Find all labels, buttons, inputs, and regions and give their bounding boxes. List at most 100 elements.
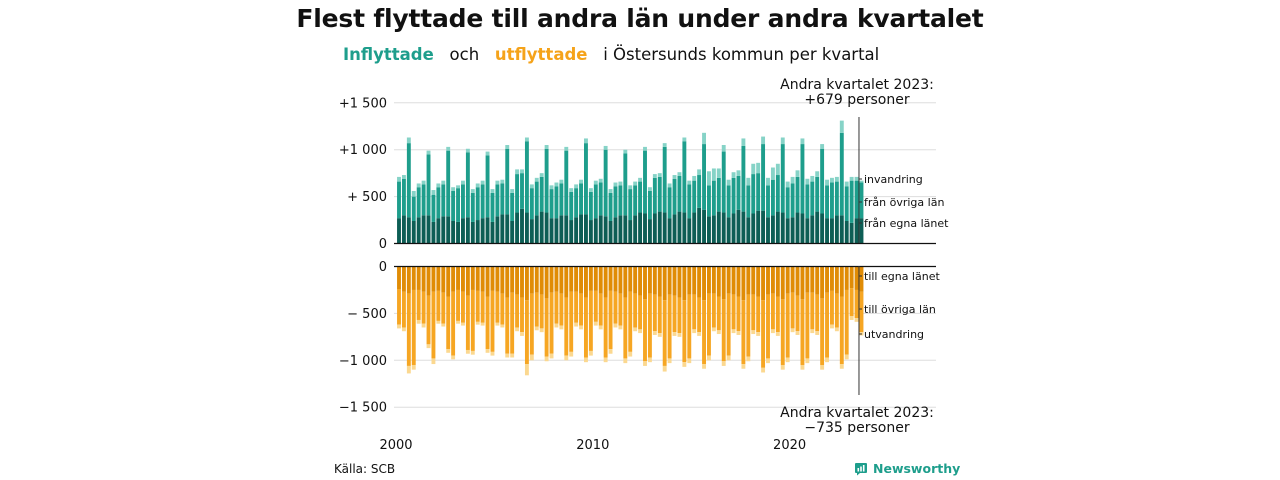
inflow-bar-segment xyxy=(490,221,495,244)
inflow-bar-segment xyxy=(638,212,643,244)
inflow-bar-segment xyxy=(470,189,475,193)
outflow-bar-segment xyxy=(554,291,559,324)
inflow-bar-segment xyxy=(465,217,470,244)
inflow-bar-segment xyxy=(731,177,736,214)
outflow-bar-segment xyxy=(608,349,613,354)
outflow-bar-segment xyxy=(716,296,721,331)
outflow-bar-segment xyxy=(854,289,859,319)
inflow-bar-segment xyxy=(461,180,465,185)
outflow-bar-segment xyxy=(731,294,736,330)
inflow-bar-segment xyxy=(677,175,682,212)
outflow-bar-segment xyxy=(702,364,706,369)
outflow-bar-segment xyxy=(406,365,411,374)
outflow-bar-segment xyxy=(598,325,603,330)
inflow-bar-segment xyxy=(544,212,549,244)
inflow-bar-segment xyxy=(549,185,554,190)
outflow-bar-segment xyxy=(746,294,751,357)
inflow-bar-segment xyxy=(854,218,859,244)
outflow-bar-segment xyxy=(721,361,726,366)
outflow-bar-segment xyxy=(426,295,431,345)
inflow-bar-segment xyxy=(839,132,844,216)
inflow-bar-segment xyxy=(736,170,741,176)
inflow-bar-segment xyxy=(451,190,456,221)
outflow-bar-segment xyxy=(741,364,746,369)
outflow-bar-segment xyxy=(569,351,574,357)
inflow-bar-segment xyxy=(741,138,746,146)
outflow-bar-segment xyxy=(780,364,785,370)
inflow-bar-segment xyxy=(697,175,702,208)
outflow-bar-segment xyxy=(815,294,820,332)
outflow-bar-segment xyxy=(500,293,505,325)
inflow-bar-segment xyxy=(662,212,667,244)
inflow-bar-segment xyxy=(800,213,805,244)
inflow-bar-segment xyxy=(657,176,662,212)
outflow-bar-segment xyxy=(421,323,426,328)
outflow-segment-label: utvandring xyxy=(864,328,924,341)
outflow-bar-segment xyxy=(770,329,775,334)
inflow-bar-segment xyxy=(643,213,647,244)
outflow-bar-segment xyxy=(569,266,574,292)
outflow-bar-segment xyxy=(593,321,598,326)
outflow-bar-segment xyxy=(456,266,460,290)
inflow-bar-segment xyxy=(529,188,534,220)
inflow-bar-segment xyxy=(574,184,579,189)
inflow-bar-segment xyxy=(446,146,451,151)
inflow-bar-segment xyxy=(500,179,505,184)
inflow-bar-segment xyxy=(825,185,829,219)
inflow-bar-segment xyxy=(549,218,554,244)
outflow-bar-segment xyxy=(830,324,834,329)
inflow-bar-segment xyxy=(830,218,834,244)
inflow-bar-segment xyxy=(830,177,834,183)
inflow-bar-segment xyxy=(564,150,569,216)
inflow-bar-segment xyxy=(687,218,692,244)
outflow-bar-segment xyxy=(707,266,711,294)
inflow-bar-segment xyxy=(628,220,633,244)
inflow-bar-segment xyxy=(766,185,770,218)
outflow-bar-segment xyxy=(657,296,662,334)
outflow-bar-segment xyxy=(834,293,839,328)
outflow-bar-segment xyxy=(775,332,780,336)
inflow-bar-segment xyxy=(775,175,780,212)
inflow-bar-segment xyxy=(849,222,854,244)
outflow-bar-segment xyxy=(672,295,677,333)
inflow-bar-segment xyxy=(652,177,657,214)
outflow-bar-segment xyxy=(756,296,761,333)
outflow-bar-segment xyxy=(687,294,692,359)
outflow-bar-segment xyxy=(643,361,647,366)
inflow-bar-segment xyxy=(810,215,815,244)
outflow-bar-segment xyxy=(431,266,436,292)
outflow-bar-segment xyxy=(825,292,829,358)
outflow-bar-segment xyxy=(569,291,574,352)
outflow-bar-segment xyxy=(510,266,515,293)
inflow-bar-segment xyxy=(401,178,406,216)
outflow-bar-segment xyxy=(401,266,406,292)
inflow-bar-segment xyxy=(692,212,697,244)
outflow-bar-segment xyxy=(613,323,618,328)
inflow-bar-segment xyxy=(751,163,756,175)
inflow-bar-segment xyxy=(652,174,657,178)
inflow-bar-segment xyxy=(475,187,480,221)
outflow-bar-segment xyxy=(667,266,672,295)
outflow-bar-segment xyxy=(461,291,465,323)
outflow-bar-segment xyxy=(775,266,780,297)
outflow-bar-segment xyxy=(549,266,554,293)
inflow-bar-segment xyxy=(584,138,588,144)
outflow-bar-segment xyxy=(436,290,441,321)
inflow-bar-segment xyxy=(510,189,515,193)
inflow-bar-segment xyxy=(485,217,490,244)
outflow-bar-segment xyxy=(849,288,854,317)
inflow-bar-segment xyxy=(593,184,598,219)
inflow-bar-segment xyxy=(426,150,431,155)
inflow-bar-segment xyxy=(844,181,849,187)
inflow-bar-segment xyxy=(505,214,510,244)
outflow-bar-segment xyxy=(756,266,761,297)
inflow-bar-segment xyxy=(598,182,603,216)
outflow-bar-segment xyxy=(406,293,411,366)
outflow-bar-segment xyxy=(810,266,815,293)
outflow-bar-segment xyxy=(485,349,490,353)
outflow-bar-segment xyxy=(623,297,628,359)
outflow-bar-segment xyxy=(495,291,500,323)
brand[interactable]: Newsworthy xyxy=(854,461,960,476)
outflow-bar-segment xyxy=(559,293,564,326)
inflow-bar-segment xyxy=(416,217,421,244)
